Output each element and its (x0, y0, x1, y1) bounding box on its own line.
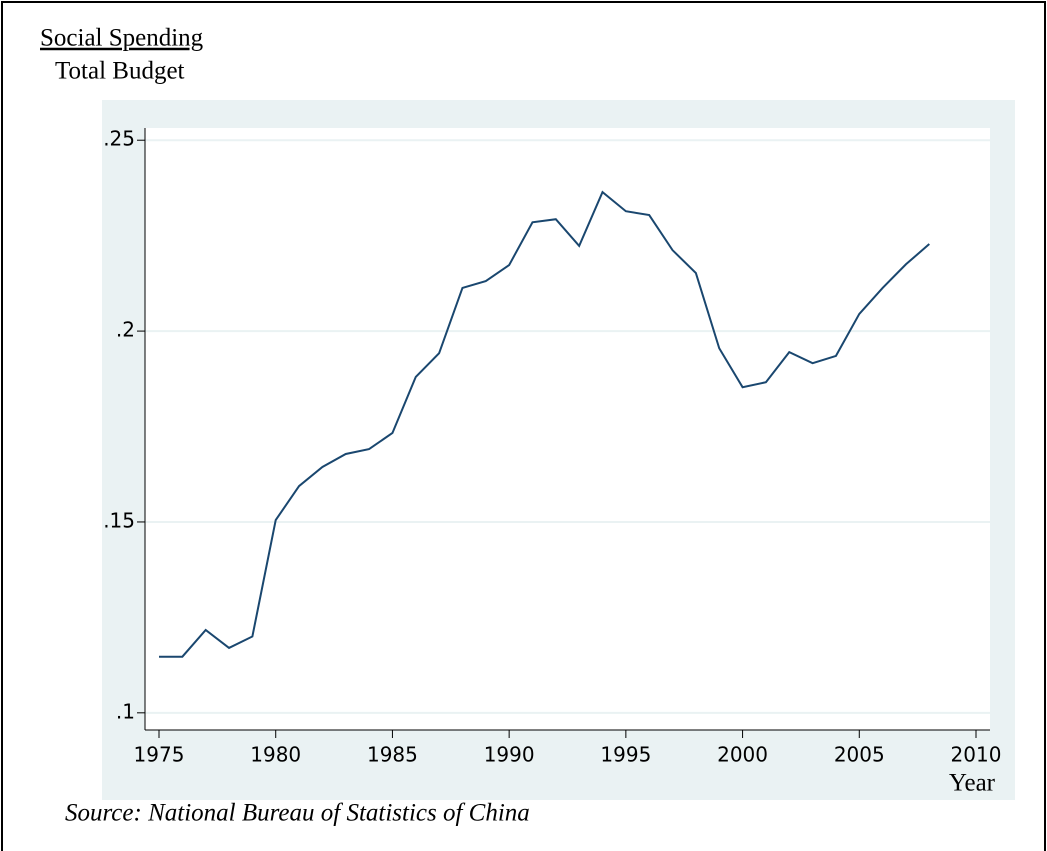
plot-area (145, 128, 990, 730)
y-tick-label: .1 (116, 699, 135, 723)
x-axis-label: Year (949, 770, 996, 797)
y-tick-label: .25 (103, 127, 135, 151)
chart-title: Social Spending (40, 25, 204, 52)
x-tick-label: 1975 (134, 743, 185, 767)
x-tick-label: 1995 (600, 743, 651, 767)
x-tick-label: 1985 (367, 743, 418, 767)
chart-subtitle: Total Budget (55, 58, 185, 85)
x-tick-label: 1980 (250, 743, 301, 767)
x-tick-label: 2005 (834, 743, 885, 767)
y-tick-label: .15 (103, 508, 135, 532)
source-note: Source: National Bureau of Statistics of… (65, 800, 530, 827)
data-line (159, 190, 930, 658)
x-tick-label: 1990 (484, 743, 535, 767)
x-tick-label: 2010 (951, 743, 1002, 767)
x-tick-label: 2000 (717, 743, 768, 767)
y-tick-label: .2 (116, 318, 135, 342)
